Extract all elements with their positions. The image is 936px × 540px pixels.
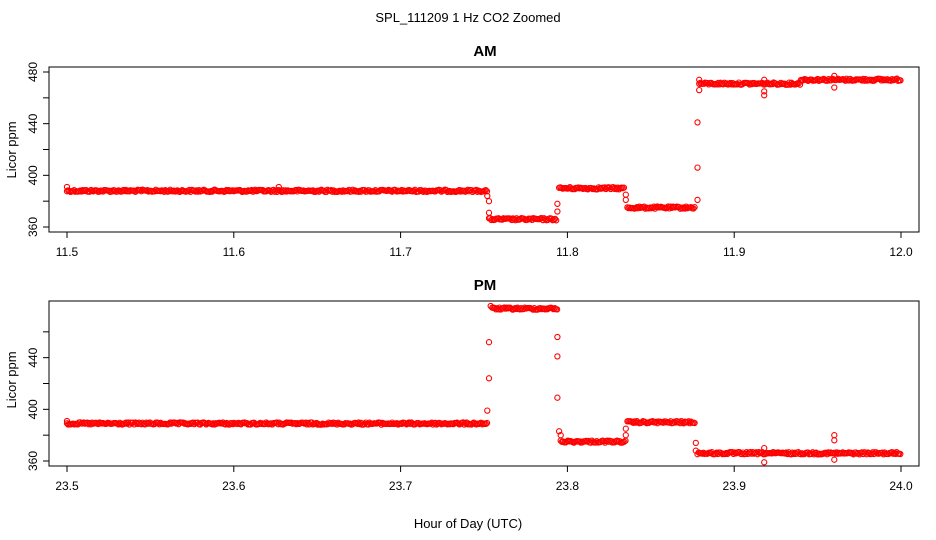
am-x-tick-label: 11.9 <box>723 245 746 259</box>
am-data-points <box>63 72 904 224</box>
data-point <box>550 305 557 313</box>
data-point <box>553 217 560 224</box>
data-point <box>554 353 561 360</box>
data-point <box>483 419 491 427</box>
data-point <box>831 437 838 444</box>
data-point <box>897 450 904 458</box>
data-point <box>622 196 629 204</box>
figure-title: SPL_111209 1 Hz CO2 Zoomed <box>375 10 560 25</box>
data-point <box>482 420 489 428</box>
data-point <box>761 76 768 83</box>
data-point <box>487 302 494 310</box>
data-point <box>63 183 71 191</box>
pm-panel: PM Licor ppm 23.5 23.6 23.7 23.8 23.9 24.0 360… <box>4 277 920 493</box>
data-point <box>692 447 699 454</box>
data-point <box>696 86 703 94</box>
pm-y-axis-label: Licor ppm <box>4 351 19 408</box>
pm-plot-frame <box>48 300 920 467</box>
data-point <box>692 439 699 447</box>
data-point <box>554 200 561 207</box>
pm-data-points <box>63 302 904 466</box>
data-point <box>63 417 71 425</box>
pm-y-tick-label: 360 <box>26 451 40 471</box>
data-point <box>551 215 559 223</box>
am-x-tick-label: 11.8 <box>556 245 579 259</box>
data-point <box>897 77 904 84</box>
data-point <box>550 216 557 224</box>
data-point <box>831 432 838 439</box>
am-panel: AM Licor ppm 11.5 11.6 11.7 11.8 11.9 12.0 360… <box>4 43 920 259</box>
am-plot-frame <box>48 66 920 233</box>
am-x-tick-label: 12.0 <box>889 245 913 259</box>
data-point <box>484 407 491 414</box>
data-point <box>761 92 768 99</box>
data-point <box>691 204 698 211</box>
data-point <box>555 428 563 435</box>
data-point <box>690 205 697 212</box>
data-point <box>622 425 629 432</box>
data-point <box>694 119 701 126</box>
pm-x-tick-label: 23.8 <box>556 479 580 493</box>
data-point <box>482 187 489 194</box>
am-y-tick-label: 440 <box>26 113 40 133</box>
am-x-tick-label: 11.7 <box>389 245 412 259</box>
pm-y-tick-label: 440 <box>26 347 40 367</box>
data-point <box>622 191 629 198</box>
am-x-tick-label: 11.5 <box>56 245 79 259</box>
data-point <box>553 306 561 313</box>
am-panel-title: AM <box>473 43 496 60</box>
data-point <box>761 459 768 466</box>
am-y-axis-label: Licor ppm <box>4 121 19 178</box>
pm-y-tick-label: 400 <box>26 399 40 419</box>
data-point <box>761 444 768 452</box>
x-axis-label: Hour of Day (UTC) <box>414 516 522 531</box>
data-point <box>696 76 703 83</box>
data-point <box>831 72 838 80</box>
pm-panel-title: PM <box>474 277 497 294</box>
data-point <box>622 432 629 439</box>
data-point <box>485 209 493 216</box>
data-point <box>694 196 701 204</box>
data-point <box>485 375 493 382</box>
data-point <box>554 208 561 215</box>
pm-x-tick-label: 24.0 <box>889 479 913 493</box>
data-point <box>485 198 493 205</box>
data-point <box>621 438 628 445</box>
data-point <box>485 339 493 346</box>
pm-x-tick-label: 23.5 <box>55 479 79 493</box>
data-point <box>554 333 561 341</box>
data-point <box>761 88 768 95</box>
data-point <box>831 456 838 463</box>
data-point <box>831 84 838 91</box>
pm-x-tick-label: 23.6 <box>222 479 246 493</box>
am-x-tick-label: 11.6 <box>223 245 246 259</box>
pm-x-tick-label: 23.9 <box>723 479 747 493</box>
data-point <box>694 164 701 171</box>
data-point <box>620 184 628 191</box>
am-y-tick-label: 360 <box>26 217 40 237</box>
data-point <box>275 183 282 191</box>
pm-x-tick-label: 23.7 <box>389 479 413 493</box>
am-y-tick-label: 400 <box>26 165 40 185</box>
am-y-tick-label: 480 <box>26 62 40 82</box>
data-point <box>557 432 564 439</box>
data-point <box>691 419 698 427</box>
data-point <box>554 394 561 401</box>
